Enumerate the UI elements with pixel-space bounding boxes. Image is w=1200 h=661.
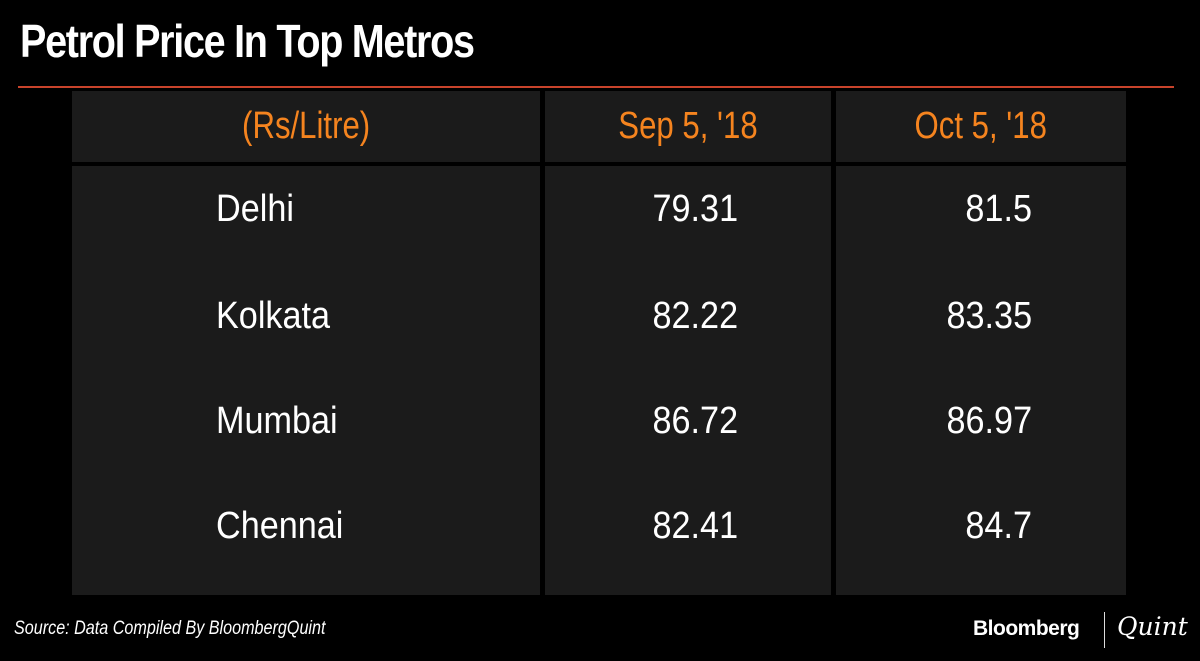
city-name: Mumbai (216, 400, 338, 442)
header-cell-unit: (Rs/Litre) (72, 91, 540, 162)
header-sep-label: Sep 5, '18 (618, 105, 758, 147)
body-column-city (72, 166, 540, 595)
source-note: Source: Data Compiled By BloombergQuint (14, 618, 326, 639)
chart-title: Petrol Price In Top Metros (20, 15, 475, 67)
quint-logo: Quint (1117, 612, 1188, 641)
header-cell-oct: Oct 5, '18 (836, 91, 1126, 162)
header-unit-label: (Rs/Litre) (241, 105, 371, 147)
city-name: Chennai (216, 505, 344, 547)
sep-price: 79.31 (652, 188, 738, 230)
body-column-oct (836, 166, 1126, 595)
oct-price: 81.5 (965, 188, 1032, 230)
sep-price: 82.22 (652, 295, 738, 337)
city-name: Kolkata (216, 295, 331, 337)
oct-price: 84.7 (965, 505, 1032, 547)
city-name: Delhi (216, 188, 294, 230)
oct-price: 86.97 (946, 400, 1032, 442)
header-cell-sep: Sep 5, '18 (545, 91, 831, 162)
logo-divider (1104, 612, 1105, 648)
sep-price: 82.41 (652, 505, 738, 547)
bloomberg-logo: Bloomberg (973, 617, 1080, 640)
title-divider (18, 86, 1174, 88)
oct-price: 83.35 (946, 295, 1032, 337)
header-oct-label: Oct 5, '18 (914, 105, 1048, 147)
sep-price: 86.72 (652, 400, 738, 442)
body-column-sep (545, 166, 831, 595)
